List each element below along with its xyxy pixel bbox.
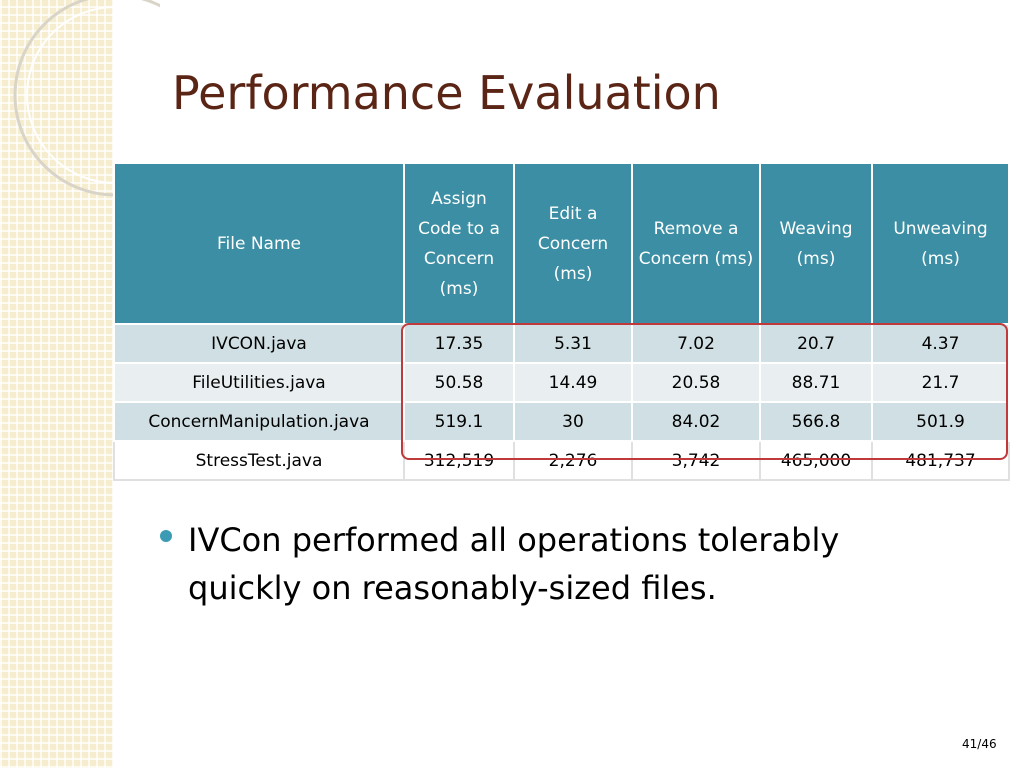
table-cell: 20.58 bbox=[631, 362, 761, 403]
table-cell: 566.8 bbox=[759, 401, 873, 442]
header-row: File Name Assign Code to a Concern (ms) Ed… bbox=[113, 162, 1010, 325]
table-row: FileUtilities.java 50.58 14.49 20.58 88.71 21… bbox=[113, 362, 1010, 403]
column-header: Weaving (ms) bbox=[759, 162, 873, 325]
table-cell: 3,742 bbox=[631, 440, 761, 481]
table-cell: 21.7 bbox=[871, 362, 1010, 403]
table-row: IVCON.java 17.35 5.31 7.02 20.7 4.37 bbox=[113, 323, 1010, 364]
column-header: File Name bbox=[113, 162, 405, 325]
title: Performance Evaluation bbox=[172, 66, 721, 120]
table-cell: 5.31 bbox=[513, 323, 633, 364]
table-cell: 14.49 bbox=[513, 362, 633, 403]
page-number: 41/46 bbox=[962, 737, 997, 751]
bullet-text: IVCon performed all operations tolerably… bbox=[188, 521, 840, 607]
column-header: Unweaving (ms) bbox=[871, 162, 1010, 325]
highlight-box bbox=[401, 323, 1008, 460]
table-row: ConcernManipulation.java 519.1 30 84.02 566.… bbox=[113, 401, 1010, 442]
bullet-dot bbox=[160, 530, 172, 542]
table-cell: ConcernManipulation.java bbox=[113, 401, 405, 442]
table-cell: 465,000 bbox=[759, 440, 873, 481]
column-header: Edit a Concern (ms) bbox=[513, 162, 633, 325]
table-cell: 501.9 bbox=[871, 401, 1010, 442]
table-cell: 20.7 bbox=[759, 323, 873, 364]
table-cell: 2,276 bbox=[513, 440, 633, 481]
table-cell: StressTest.java bbox=[113, 440, 405, 481]
table-cell: IVCON.java bbox=[113, 323, 405, 364]
table-cell: 30 bbox=[513, 401, 633, 442]
table-cell: 50.58 bbox=[403, 362, 515, 403]
table-cell: 88.71 bbox=[759, 362, 873, 403]
table-cell: FileUtilities.java bbox=[113, 362, 405, 403]
table-cell: 4.37 bbox=[871, 323, 1010, 364]
table-cell: 17.35 bbox=[403, 323, 515, 364]
table-cell: 84.02 bbox=[631, 401, 761, 442]
table-cell: 7.02 bbox=[631, 323, 761, 364]
table-body: IVCON.java 17.35 5.31 7.02 20.7 4.37 FileUtili… bbox=[113, 323, 1010, 481]
table: File Name Assign Code to a Concern (ms) Ed… bbox=[113, 162, 1010, 481]
table-row: StressTest.java 312,519 2,276 3,742 465,000 4… bbox=[113, 440, 1010, 481]
table-cell: 481,737 bbox=[871, 440, 1010, 481]
column-header: Remove a Concern (ms) bbox=[631, 162, 761, 325]
table-cell: 519.1 bbox=[403, 401, 515, 442]
side-pattern bbox=[0, 0, 113, 768]
column-header: Assign Code to a Concern (ms) bbox=[403, 162, 515, 325]
table-cell: 312,519 bbox=[403, 440, 515, 481]
